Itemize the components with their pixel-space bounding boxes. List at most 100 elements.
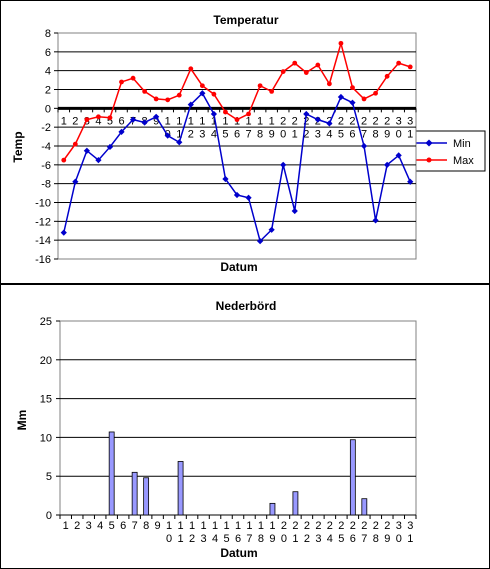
data-point-max: [199, 83, 205, 89]
data-point-min: [210, 110, 218, 118]
x-tick-label: 1: [292, 533, 298, 545]
data-point-max: [373, 90, 378, 96]
x-tick-label: 4: [211, 128, 217, 140]
x-tick-label: 1: [176, 128, 182, 140]
x-tick-label: 2: [189, 533, 195, 545]
x-tick-label: 6: [120, 520, 126, 532]
x-tick-label: 4: [97, 520, 103, 532]
x-tick-label: 9: [269, 128, 275, 140]
data-point-max: [396, 60, 402, 66]
x-tick-label: 2: [350, 520, 356, 532]
legend-box: [404, 130, 486, 172]
data-point-max: [338, 40, 344, 46]
x-tick-label: 7: [246, 533, 252, 545]
y-tick-label: 25: [40, 316, 52, 328]
x-tick-label: 1: [222, 115, 228, 127]
bar: [131, 471, 138, 516]
x-tick-label: 2: [384, 115, 390, 127]
y-tick-label: 20: [40, 355, 52, 367]
x-tick-label: 0: [396, 128, 402, 140]
x-axis-label: Datum: [220, 260, 257, 274]
x-tick-label: 9: [269, 533, 275, 545]
x-tick-label: 4: [326, 128, 332, 140]
x-tick-label: 1: [407, 533, 413, 545]
x-tick-label: 5: [109, 520, 115, 532]
data-point-max: [257, 83, 263, 89]
y-tick-label: -2: [41, 122, 51, 134]
x-tick-label: 1: [176, 115, 182, 127]
data-point-max: [350, 85, 355, 91]
data-point-max: [223, 109, 228, 115]
x-tick-label: 2: [74, 520, 80, 532]
y-tick-label: 8: [45, 28, 51, 40]
data-point-min: [222, 175, 229, 183]
bar: [108, 431, 115, 516]
x-tick-label: 2: [304, 520, 310, 532]
x-tick-label: 5: [223, 533, 229, 545]
bar: [269, 502, 276, 516]
x-tick-label: 8: [373, 533, 379, 545]
y-tick-label: -10: [35, 198, 51, 210]
x-tick-label: 2: [349, 115, 355, 127]
x-tick-label: 2: [280, 115, 286, 127]
data-point-max: [384, 73, 390, 79]
y-tick-label: 10: [40, 432, 52, 444]
x-tick-label: 2: [373, 115, 379, 127]
x-tick-label: 2: [188, 128, 194, 140]
x-tick-label: 3: [199, 128, 205, 140]
y-tick-label: -16: [35, 254, 51, 266]
x-tick-label: 2: [315, 520, 321, 532]
x-tick-label: 1: [235, 520, 241, 532]
data-point-min: [199, 90, 206, 97]
x-tick-label: 8: [143, 520, 149, 532]
x-tick-label: 3: [407, 520, 413, 532]
x-tick-label: 3: [396, 520, 402, 532]
legend-label-min: Min: [453, 138, 471, 150]
data-point-max: [326, 81, 332, 87]
data-point-max: [407, 64, 413, 70]
y-tick-label: 5: [46, 471, 52, 483]
x-tick-label: 1: [199, 115, 205, 127]
bar: [361, 498, 368, 516]
x-tick-label: 7: [361, 128, 367, 140]
x-axis-label: Datum: [220, 546, 257, 560]
x-tick-label: 1: [258, 520, 264, 532]
x-tick-label: 8: [257, 128, 263, 140]
data-point-max: [176, 92, 182, 98]
data-point-min: [106, 143, 114, 151]
data-point-min: [95, 157, 102, 164]
data-point-max: [153, 96, 159, 102]
x-tick-label: 9: [384, 533, 390, 545]
legend-marker-max: [426, 157, 432, 163]
x-tick-label: 7: [245, 128, 251, 140]
x-tick-label: 9: [153, 115, 159, 127]
data-point-min: [187, 101, 194, 108]
data-point-max: [72, 141, 78, 147]
y-tick-label: 15: [40, 394, 52, 406]
x-tick-label: 2: [303, 115, 309, 127]
x-tick-label: 1: [223, 520, 229, 532]
y-tick-label: 4: [45, 66, 51, 78]
data-point-min: [83, 147, 90, 154]
bar: [143, 477, 150, 516]
x-tick-label: 9: [155, 520, 161, 532]
data-point-max: [211, 91, 217, 97]
y-tick-label: -8: [41, 179, 51, 191]
data-point-min: [164, 132, 171, 139]
data-point-max: [303, 70, 309, 75]
chart-title: Nederbörd: [216, 299, 277, 313]
x-tick-label: 5: [222, 128, 228, 140]
data-point-max: [61, 157, 67, 163]
x-tick-label: 6: [350, 533, 356, 545]
data-point-max: [188, 66, 194, 72]
y-tick-label: 2: [45, 85, 51, 97]
x-tick-label: 1: [178, 533, 184, 545]
data-point-max: [165, 97, 171, 103]
x-tick-label: 2: [292, 115, 298, 127]
x-tick-label: 9: [384, 128, 390, 140]
x-tick-label: 1: [269, 520, 275, 532]
x-tick-label: 4: [327, 533, 333, 545]
data-point-max: [361, 96, 367, 102]
data-point-max: [315, 62, 321, 68]
